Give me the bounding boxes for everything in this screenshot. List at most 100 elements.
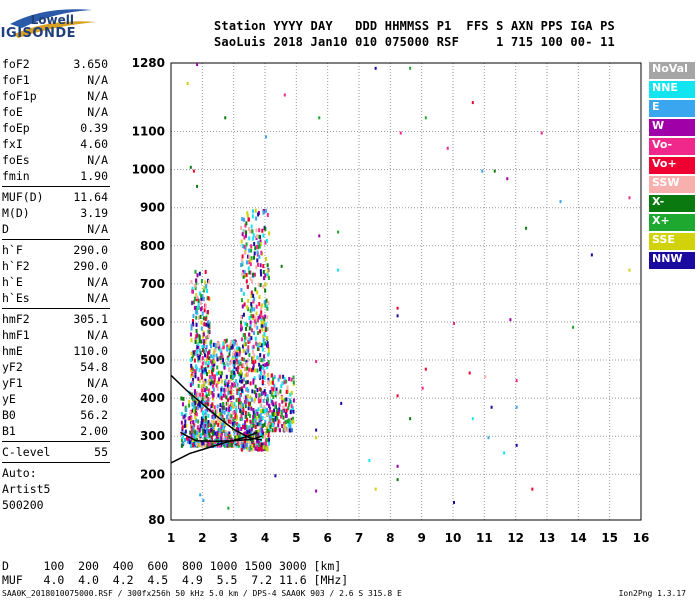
data-point	[374, 487, 377, 491]
echo-mark	[196, 405, 199, 410]
echo-mark	[200, 408, 203, 413]
echo-mark	[287, 418, 290, 423]
echo-mark	[248, 248, 251, 253]
echo-mark	[235, 441, 238, 446]
echo-mark	[252, 423, 255, 428]
echo-mark	[238, 440, 241, 445]
echo-mark	[227, 391, 230, 396]
echo-mark	[201, 443, 204, 448]
echo-mark	[263, 375, 266, 380]
legend-item: Vo+	[649, 157, 695, 174]
echo-mark	[235, 414, 238, 419]
echo-mark	[218, 412, 221, 417]
data-point	[318, 234, 321, 238]
echo-mark	[240, 379, 243, 384]
y-tick-label: 1000	[132, 163, 165, 177]
echo-mark	[220, 371, 223, 376]
echo-mark	[242, 291, 245, 296]
echo-mark	[259, 367, 262, 372]
echo-mark	[259, 313, 262, 318]
echo-mark	[271, 401, 274, 406]
echo-mark	[225, 434, 228, 439]
echo-mark	[254, 336, 257, 341]
echo-mark	[258, 387, 261, 392]
echo-mark	[245, 424, 248, 429]
legend-item: E	[649, 100, 695, 117]
echo-mark	[241, 386, 244, 391]
echo-mark	[222, 437, 225, 442]
echo-mark	[223, 439, 226, 444]
echo-mark	[193, 369, 196, 374]
echo-mark	[290, 377, 293, 382]
legend-item: W	[649, 119, 695, 136]
data-point	[368, 459, 371, 463]
echo-mark	[211, 391, 214, 396]
echo-mark	[266, 428, 269, 433]
echo-mark	[193, 300, 196, 305]
echo-mark	[207, 413, 210, 418]
echo-mark	[245, 336, 248, 341]
echo-mark	[250, 301, 253, 306]
data-point	[424, 116, 427, 120]
echo-mark	[214, 342, 217, 347]
echo-mark	[210, 419, 213, 424]
logo-line-2: DIGISONDE	[0, 26, 76, 41]
echo-mark	[250, 420, 253, 425]
echo-mark	[269, 390, 272, 395]
echo-mark	[226, 443, 229, 448]
echo-mark	[252, 344, 255, 349]
echo-mark	[207, 323, 210, 328]
echo-mark	[231, 382, 234, 387]
echo-mark	[206, 407, 209, 412]
echo-mark	[204, 442, 207, 447]
echo-mark	[208, 422, 211, 427]
echo-mark	[204, 416, 207, 421]
echo-mark	[214, 346, 217, 351]
echo-mark	[244, 373, 247, 378]
echo-mark	[211, 402, 214, 407]
echo-mark	[278, 402, 281, 407]
echo-mark	[246, 211, 249, 216]
echo-mark	[240, 315, 243, 320]
echo-mark	[226, 414, 229, 419]
echo-mark	[199, 314, 202, 319]
echo-mark	[257, 432, 260, 437]
echo-mark	[282, 415, 285, 420]
echo-mark	[290, 400, 293, 405]
echo-mark	[192, 350, 195, 355]
echo-mark	[241, 344, 244, 349]
data-point	[490, 405, 493, 409]
echo-mark	[210, 423, 213, 428]
echo-mark	[238, 401, 241, 406]
echo-mark	[205, 358, 208, 363]
echo-mark	[278, 407, 281, 412]
header-values: SaoLuis 2018 Jan10 010 075000 RSF 1 715 …	[214, 35, 615, 49]
echo-mark	[261, 442, 264, 447]
echo-mark	[255, 416, 258, 421]
echo-mark	[233, 348, 236, 353]
echo-mark	[267, 433, 270, 438]
echo-mark	[274, 401, 277, 406]
echo-mark	[245, 272, 248, 277]
echo-mark	[216, 443, 219, 448]
echo-mark	[219, 356, 222, 361]
echo-mark	[229, 420, 232, 425]
echo-mark	[198, 291, 201, 296]
echo-mark	[264, 445, 267, 450]
echo-mark	[259, 398, 262, 403]
echo-mark	[258, 244, 261, 249]
y-tick-label: 800	[140, 239, 165, 253]
echo-mark	[242, 312, 245, 317]
echo-mark	[223, 387, 226, 392]
echo-mark	[253, 390, 256, 395]
echo-mark	[205, 322, 208, 327]
echo-mark	[196, 393, 199, 398]
echo-mark	[274, 412, 277, 417]
echo-mark	[262, 210, 265, 215]
echo-mark	[216, 409, 219, 414]
echo-mark	[251, 397, 254, 402]
echo-mark	[238, 378, 241, 383]
echo-mark	[206, 372, 209, 377]
echo-mark	[273, 383, 276, 388]
echo-mark	[189, 383, 192, 388]
